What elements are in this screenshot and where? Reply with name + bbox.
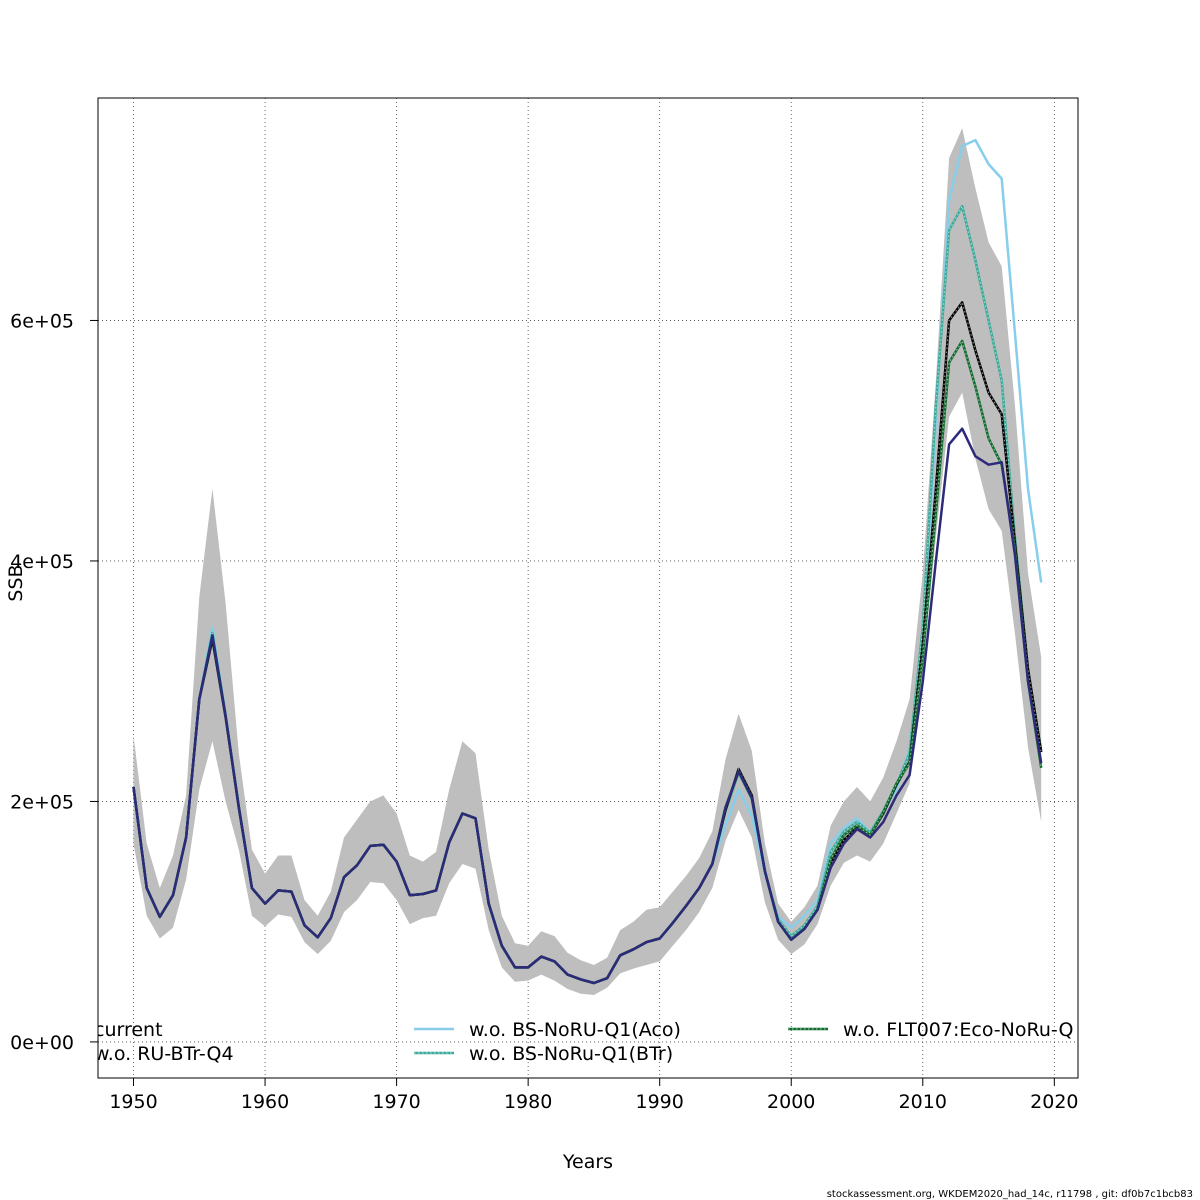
legend: current w.o. BS-NoRU-Q1(Aco) w.o. FLT007:E… xyxy=(94,1019,1073,1065)
series-line xyxy=(132,138,1043,985)
legend-label: w.o. BS-NoRu-Q1(BTr) xyxy=(469,1043,673,1065)
confidence-band xyxy=(133,128,1042,996)
legend-label: w.o. FLT007:Eco-NoRu-Q xyxy=(843,1019,1073,1041)
confidence-band-layer xyxy=(133,128,1042,996)
series-line-dash xyxy=(132,204,1042,984)
series-layer xyxy=(132,138,1043,985)
x-tick-label: 2000 xyxy=(767,1091,815,1113)
y-tick-label: 4e+05 xyxy=(10,551,74,573)
x-tick-label: 1970 xyxy=(372,1091,420,1113)
y-axis: 0e+00 2e+05 4e+05 6e+05 xyxy=(10,310,98,1054)
x-tick-label: 2020 xyxy=(1030,1091,1078,1113)
legend-label: w.o. RU-BTr-Q4 xyxy=(94,1043,234,1065)
x-axis: 1950 1960 1970 1980 1990 2000 2010 2020 xyxy=(109,1078,1079,1113)
x-tick-label: 1960 xyxy=(241,1091,289,1113)
y-tick-label: 2e+05 xyxy=(10,791,74,813)
y-tick-label: 0e+00 xyxy=(10,1032,74,1054)
footer-note: stockassessment.org, WKDEM2020_had_14c, … xyxy=(827,1189,1193,1200)
x-tick-label: 1980 xyxy=(504,1091,552,1113)
x-axis-title: Years xyxy=(562,1151,613,1173)
plot-frame xyxy=(97,97,1079,1079)
grid-layer xyxy=(98,98,1078,1078)
x-tick-label: 1950 xyxy=(109,1091,157,1113)
legend-label: w.o. BS-NoRU-Q1(Aco) xyxy=(469,1019,681,1041)
x-tick-label: 2010 xyxy=(899,1091,947,1113)
series-line xyxy=(132,204,1043,985)
series-line xyxy=(132,427,1043,985)
y-tick-label: 6e+05 xyxy=(10,310,74,332)
legend-label: current xyxy=(94,1019,163,1041)
y-axis-title: SSB xyxy=(5,564,27,601)
x-tick-label: 1990 xyxy=(636,1091,684,1113)
